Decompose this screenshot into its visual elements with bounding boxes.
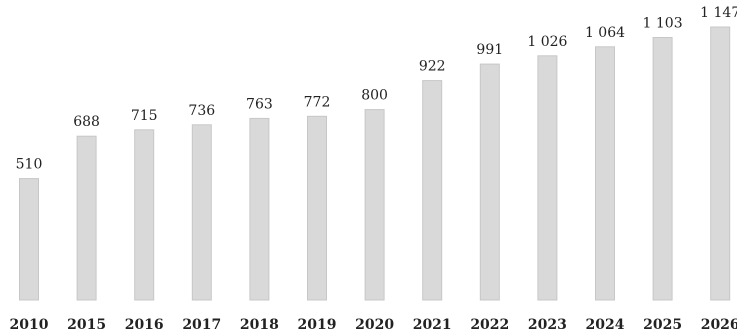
value-label-2026: 1 147 xyxy=(700,5,737,21)
bars-layer xyxy=(19,26,731,301)
category-label-2021: 2021 xyxy=(413,317,452,333)
value-label-2019: 772 xyxy=(304,94,331,110)
category-label-2020: 2020 xyxy=(355,317,394,333)
category-label-2016: 2016 xyxy=(125,317,164,333)
bar-2015 xyxy=(76,135,97,301)
value-label-2015: 688 xyxy=(73,114,100,130)
category-label-2024: 2024 xyxy=(586,317,625,333)
bar-2016 xyxy=(134,129,155,301)
bar-2023 xyxy=(537,55,558,301)
bar-2025 xyxy=(652,37,673,301)
category-label-2015: 2015 xyxy=(67,317,106,333)
value-label-2016: 715 xyxy=(131,108,158,124)
category-label-2018: 2018 xyxy=(240,317,279,333)
bar-2024 xyxy=(595,46,615,301)
category-label-2023: 2023 xyxy=(528,317,567,333)
bar-2017 xyxy=(191,124,212,301)
category-label-2010: 2010 xyxy=(10,317,49,333)
category-label-2025: 2025 xyxy=(643,317,682,333)
value-labels-layer: 510 688 715 736 763 772 800 922 991 1 026 1 064 1 1… xyxy=(16,5,737,173)
value-label-2010: 510 xyxy=(16,157,43,173)
category-label-2026: 2026 xyxy=(701,317,737,333)
bar-2010 xyxy=(19,178,39,301)
bar-2020 xyxy=(364,109,385,301)
bar-2026 xyxy=(710,26,731,301)
value-label-2024: 1 064 xyxy=(585,25,625,41)
value-label-2020: 800 xyxy=(361,88,388,104)
value-label-2022: 991 xyxy=(476,42,503,58)
value-label-2025: 1 103 xyxy=(643,16,683,32)
category-labels-layer: 2010 2015 2016 2017 2018 2019 2020 2021 2022 2023… xyxy=(10,317,737,333)
value-label-2023: 1 026 xyxy=(527,34,567,50)
value-label-2017: 736 xyxy=(188,103,215,119)
category-label-2019: 2019 xyxy=(298,317,337,333)
bar-2019 xyxy=(307,115,327,301)
value-label-2021: 922 xyxy=(419,59,446,75)
category-label-2017: 2017 xyxy=(182,317,221,333)
bar-2022 xyxy=(479,63,500,301)
bar-2021 xyxy=(422,80,443,301)
bar-2018 xyxy=(249,117,270,301)
value-label-2018: 763 xyxy=(246,96,273,112)
category-label-2022: 2022 xyxy=(470,317,509,333)
